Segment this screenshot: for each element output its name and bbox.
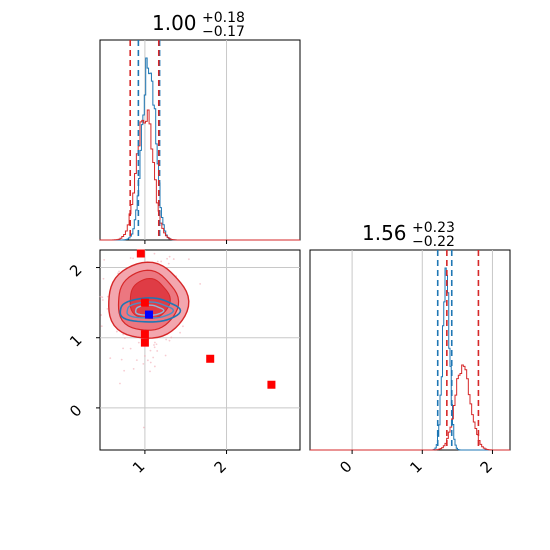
- x-tick-label: 1: [406, 457, 425, 476]
- scatter-point: [167, 262, 170, 265]
- scatter-point: [170, 336, 173, 339]
- scatter-point: [99, 295, 102, 298]
- blue-contour-outer: [119, 297, 182, 323]
- scatter-point: [144, 355, 146, 357]
- red-marker: [206, 354, 215, 363]
- param2-title-sup: +0.23: [412, 220, 455, 236]
- scatter-point: [149, 349, 152, 352]
- panel-param2-hist: [309, 249, 511, 451]
- scatter-point: [182, 325, 184, 328]
- param2-hist-red: [310, 364, 510, 451]
- param2-title: 1.56: [362, 221, 407, 245]
- scatter-point: [122, 333, 125, 336]
- scatter-point: [146, 359, 149, 362]
- scatter-point: [120, 358, 123, 361]
- scatter-point: [102, 277, 105, 280]
- scatter-point: [165, 338, 168, 341]
- red-marker: [140, 338, 149, 347]
- scatter-point: [166, 257, 168, 260]
- scatter-point: [101, 296, 104, 299]
- y-tick-label: 2: [66, 261, 85, 280]
- scatter-point: [179, 331, 181, 334]
- scatter-point: [149, 361, 152, 364]
- scatter-point: [154, 341, 156, 344]
- scatter-point: [132, 257, 134, 260]
- scatter-point: [168, 339, 171, 342]
- param1-title-sup: +0.18: [202, 10, 245, 26]
- scatter-point: [123, 337, 126, 340]
- scatter-point: [142, 426, 145, 429]
- scatter-point: [101, 299, 104, 301]
- scatter-point: [152, 356, 155, 359]
- scatter-point: [156, 260, 159, 263]
- param2-histograms: [310, 250, 510, 451]
- scatter-point: [119, 382, 121, 385]
- scatter-point: [129, 347, 132, 350]
- scatter-point: [137, 341, 140, 344]
- param1-hist-red: [100, 109, 300, 241]
- scatter-point: [115, 330, 118, 333]
- scatter-point: [109, 357, 112, 360]
- scatter-point: [153, 344, 155, 346]
- scatter-point: [135, 359, 138, 362]
- scatter-point: [155, 343, 158, 346]
- param2-hist-blue: [310, 267, 510, 451]
- y-tick-label: 1: [66, 331, 85, 350]
- scatter-point: [123, 369, 126, 372]
- y-tick-label: 0: [66, 401, 85, 420]
- param2-title-sub: −0.22: [412, 234, 455, 250]
- x-tick-label: 1: [129, 457, 148, 476]
- param1-title-main: 1.00: [152, 11, 197, 35]
- scatter-point: [129, 257, 132, 259]
- x-tick-label: 2: [477, 457, 496, 476]
- scatter-point: [103, 258, 106, 261]
- param1-title: 1.00: [152, 11, 197, 35]
- x-tick-label: 2: [211, 457, 230, 476]
- blue-contour-mid: [126, 301, 175, 319]
- x-tick-label: 0: [336, 457, 355, 476]
- scatter-point: [106, 307, 109, 310]
- scatter-point: [199, 283, 202, 285]
- scatter-point: [100, 325, 103, 328]
- scatter-point: [142, 362, 145, 365]
- scatter-point: [156, 350, 159, 352]
- blue-contour-inner: [134, 304, 165, 316]
- scatter-point: [168, 255, 171, 258]
- red-marker: [140, 330, 149, 339]
- scatter-point: [118, 270, 120, 273]
- param2-title-main: 1.56: [362, 221, 407, 245]
- scatter-point: [153, 365, 156, 368]
- red-marker: [136, 249, 145, 258]
- scatter-point: [100, 314, 103, 316]
- scatter-point: [132, 367, 135, 370]
- blue-marker: [144, 310, 153, 319]
- red-marker: [267, 380, 276, 389]
- scatter-point: [172, 258, 175, 260]
- scatter-point: [164, 354, 167, 357]
- joint-contours: [99, 249, 276, 429]
- scatter-point: [122, 347, 124, 350]
- scatter-point: [187, 258, 190, 261]
- panel-joint: [99, 249, 301, 451]
- param1-title-sub: −0.17: [202, 24, 245, 40]
- scatter-point: [153, 252, 156, 255]
- grid-lines: [100, 40, 493, 450]
- red-marker: [140, 298, 149, 307]
- scatter-point: [106, 295, 109, 298]
- scatter-point: [153, 346, 156, 349]
- scatter-point: [160, 260, 163, 263]
- scatter-point: [149, 370, 151, 373]
- param1-histograms: [100, 40, 300, 241]
